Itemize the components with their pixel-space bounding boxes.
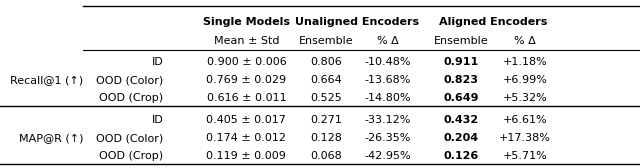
Text: 0.649: 0.649	[443, 93, 479, 103]
Text: 0.911: 0.911	[443, 57, 479, 67]
Text: Single Models: Single Models	[203, 17, 290, 27]
Text: 0.068: 0.068	[310, 151, 342, 161]
Text: MAP@R (↑): MAP@R (↑)	[19, 133, 83, 143]
Text: -14.80%: -14.80%	[365, 93, 411, 103]
Text: Ensemble: Ensemble	[433, 36, 488, 46]
Text: 0.664: 0.664	[310, 75, 342, 85]
Text: 0.525: 0.525	[310, 93, 342, 103]
Text: OOD (Color): OOD (Color)	[96, 75, 163, 85]
Text: ID: ID	[152, 115, 163, 125]
Text: 0.119 ± 0.009: 0.119 ± 0.009	[207, 151, 286, 161]
Text: % Δ: % Δ	[514, 36, 536, 46]
Text: Unaligned Encoders: Unaligned Encoders	[295, 17, 419, 27]
Text: +6.61%: +6.61%	[502, 115, 547, 125]
Text: -26.35%: -26.35%	[365, 133, 411, 143]
Text: % Δ: % Δ	[377, 36, 399, 46]
Text: 0.271: 0.271	[310, 115, 342, 125]
Text: -10.48%: -10.48%	[365, 57, 411, 67]
Text: 0.806: 0.806	[310, 57, 342, 67]
Text: OOD (Color): OOD (Color)	[96, 133, 163, 143]
Text: Recall@1 (↑): Recall@1 (↑)	[10, 75, 83, 85]
Text: ID: ID	[152, 57, 163, 67]
Text: 0.616 ± 0.011: 0.616 ± 0.011	[207, 93, 286, 103]
Text: Ensemble: Ensemble	[299, 36, 354, 46]
Text: 0.174 ± 0.012: 0.174 ± 0.012	[206, 133, 287, 143]
Text: Aligned Encoders: Aligned Encoders	[438, 17, 547, 27]
Text: +1.18%: +1.18%	[502, 57, 547, 67]
Text: 0.128: 0.128	[310, 133, 342, 143]
Text: 0.900 ± 0.006: 0.900 ± 0.006	[207, 57, 286, 67]
Text: Mean ± Std: Mean ± Std	[214, 36, 279, 46]
Text: 0.204: 0.204	[444, 133, 478, 143]
Text: 0.126: 0.126	[443, 151, 479, 161]
Text: 0.432: 0.432	[444, 115, 478, 125]
Text: -33.12%: -33.12%	[365, 115, 411, 125]
Text: -13.68%: -13.68%	[365, 75, 411, 85]
Text: 0.769 ± 0.029: 0.769 ± 0.029	[206, 75, 287, 85]
Text: +5.71%: +5.71%	[502, 151, 547, 161]
Text: +17.38%: +17.38%	[499, 133, 551, 143]
Text: +5.32%: +5.32%	[502, 93, 547, 103]
Text: OOD (Crop): OOD (Crop)	[99, 151, 163, 161]
Text: +6.99%: +6.99%	[502, 75, 547, 85]
Text: 0.823: 0.823	[444, 75, 478, 85]
Text: 0.405 ± 0.017: 0.405 ± 0.017	[207, 115, 286, 125]
Text: -42.95%: -42.95%	[365, 151, 411, 161]
Text: OOD (Crop): OOD (Crop)	[99, 93, 163, 103]
